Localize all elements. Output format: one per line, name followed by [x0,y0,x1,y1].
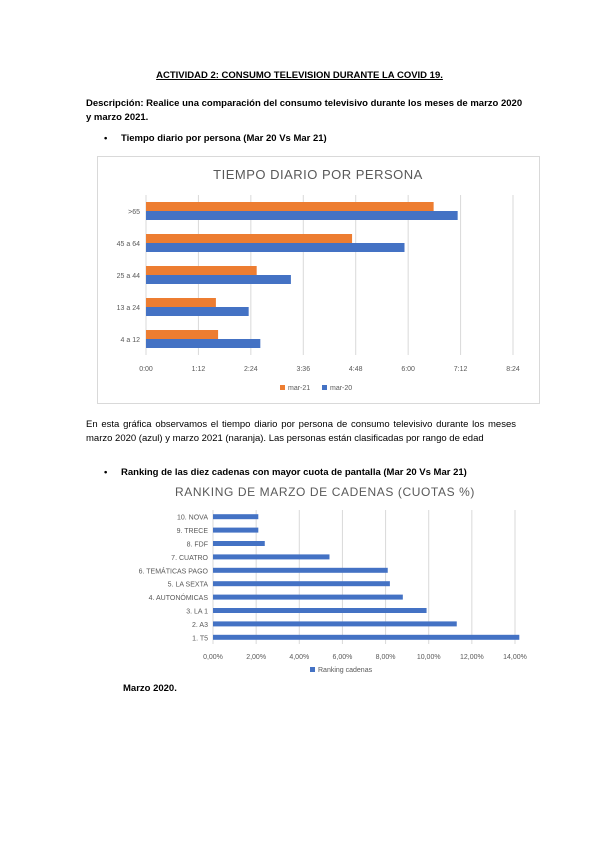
category-label: 45 a 64 [117,241,140,248]
category-label: >65 [128,209,140,216]
explanation-paragraph: En esta gráfica observamos el tiempo dia… [86,419,516,444]
x-tick-label: 0,00% [203,654,223,661]
x-tick-label: 12,00% [460,654,484,661]
category-label: 13 a 24 [117,305,140,312]
bar-ranking [213,608,427,613]
x-tick-label: 7:12 [454,366,468,373]
x-tick-label: 10,00% [417,654,441,661]
bar-mar-20 [146,307,249,316]
x-tick-label: 8,00% [376,654,396,661]
category-label: 10. NOVA [177,515,208,522]
x-tick-label: 8:24 [506,366,520,373]
bar-mar-21 [146,298,216,307]
category-label: 4 a 12 [121,337,141,344]
x-tick-label: 0:00 [139,366,153,373]
x-tick-label: 14,00% [503,654,527,661]
legend-label: Ranking cadenas [318,667,373,674]
bar-mar-21 [146,330,219,339]
x-tick-label: 4:48 [349,366,363,373]
bullet-ranking-text: Ranking de las diez cadenas con mayor cu… [121,467,467,478]
legend-swatch [310,667,315,672]
x-tick-label: 4,00% [289,654,309,661]
bar-ranking [213,514,259,520]
bar-ranking [213,554,330,560]
category-label: 25 a 44 [117,273,140,280]
chart-title: RANKING DE MARZO DE CADENAS (CUOTAS %) [175,485,475,499]
category-label: 2. A3 [192,622,208,629]
category-label: 3. LA 1 [186,609,208,616]
category-label: 8. FDF [187,542,208,549]
bar-mar-20 [146,243,405,252]
bar-mar-20 [146,275,291,284]
category-label: 4. AUTONÓMICAS [149,593,209,602]
bar-ranking [213,581,390,587]
bullet-daily-time-text: Tiempo diario por persona (Mar 20 Vs Mar… [121,133,327,144]
bar-mar-21 [146,202,434,211]
chart-caption: Marzo 2020. [123,683,177,694]
legend-swatch [280,385,285,390]
chart-daily-time-frame: TIEMPO DIARIO POR PERSONA 0:00 1:12 2:24 3:3… [97,156,540,404]
bar-ranking [213,527,259,533]
description-text: Descripción: Realice una comparación del… [86,98,523,123]
x-tick-label: 6:00 [401,366,415,373]
category-label: 5. LA SEXTA [168,582,209,589]
document-title: ACTIVIDAD 2: CONSUMO TELEVISION DURANTE … [156,70,443,81]
bar-ranking [213,621,457,627]
x-tick-label: 1:12 [192,366,206,373]
category-label: 9. TRECE [177,528,209,535]
x-tick-label: 2:24 [244,366,258,373]
chart-daily-time: TIEMPO DIARIO POR PERSONA 0:00 1:12 2:24 3:3… [117,167,520,392]
bar-ranking [213,567,388,573]
category-label: 7. CUATRO [171,555,208,562]
chart-title: TIEMPO DIARIO POR PERSONA [213,167,423,182]
legend-label: mar-20 [330,385,352,392]
bar-ranking [213,541,265,546]
legend-label: mar-21 [288,385,310,392]
x-tick-label: 2,00% [246,654,266,661]
category-label: 6. TEMÁTICAS PAGO [139,566,209,575]
bar-ranking [213,634,520,640]
bullet-dot: • [104,133,108,144]
bar-ranking [213,594,403,600]
bar-mar-20 [146,211,458,220]
chart-ranking: RANKING DE MARZO DE CADENAS (CUOTAS %) 0,… [139,485,527,674]
bullet-dot: • [104,467,108,478]
x-tick-label: 6,00% [332,654,352,661]
bar-mar-21 [146,266,257,275]
category-label: 1. T5 [192,635,208,642]
bar-mar-21 [146,234,353,243]
legend-swatch [322,385,327,390]
x-tick-label: 3:36 [296,366,310,373]
bar-mar-20 [146,339,261,348]
